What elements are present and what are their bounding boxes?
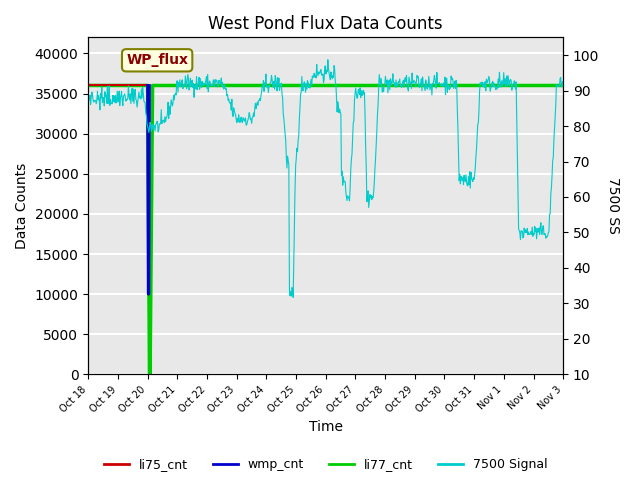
Y-axis label: Data Counts: Data Counts [15, 163, 29, 249]
Legend: li75_cnt, wmp_cnt, li77_cnt, 7500 Signal: li75_cnt, wmp_cnt, li77_cnt, 7500 Signal [99, 453, 552, 476]
Y-axis label: 7500 SS: 7500 SS [606, 178, 620, 234]
X-axis label: Time: Time [308, 420, 342, 434]
Title: West Pond Flux Data Counts: West Pond Flux Data Counts [209, 15, 443, 33]
Text: WP_flux: WP_flux [126, 53, 188, 67]
